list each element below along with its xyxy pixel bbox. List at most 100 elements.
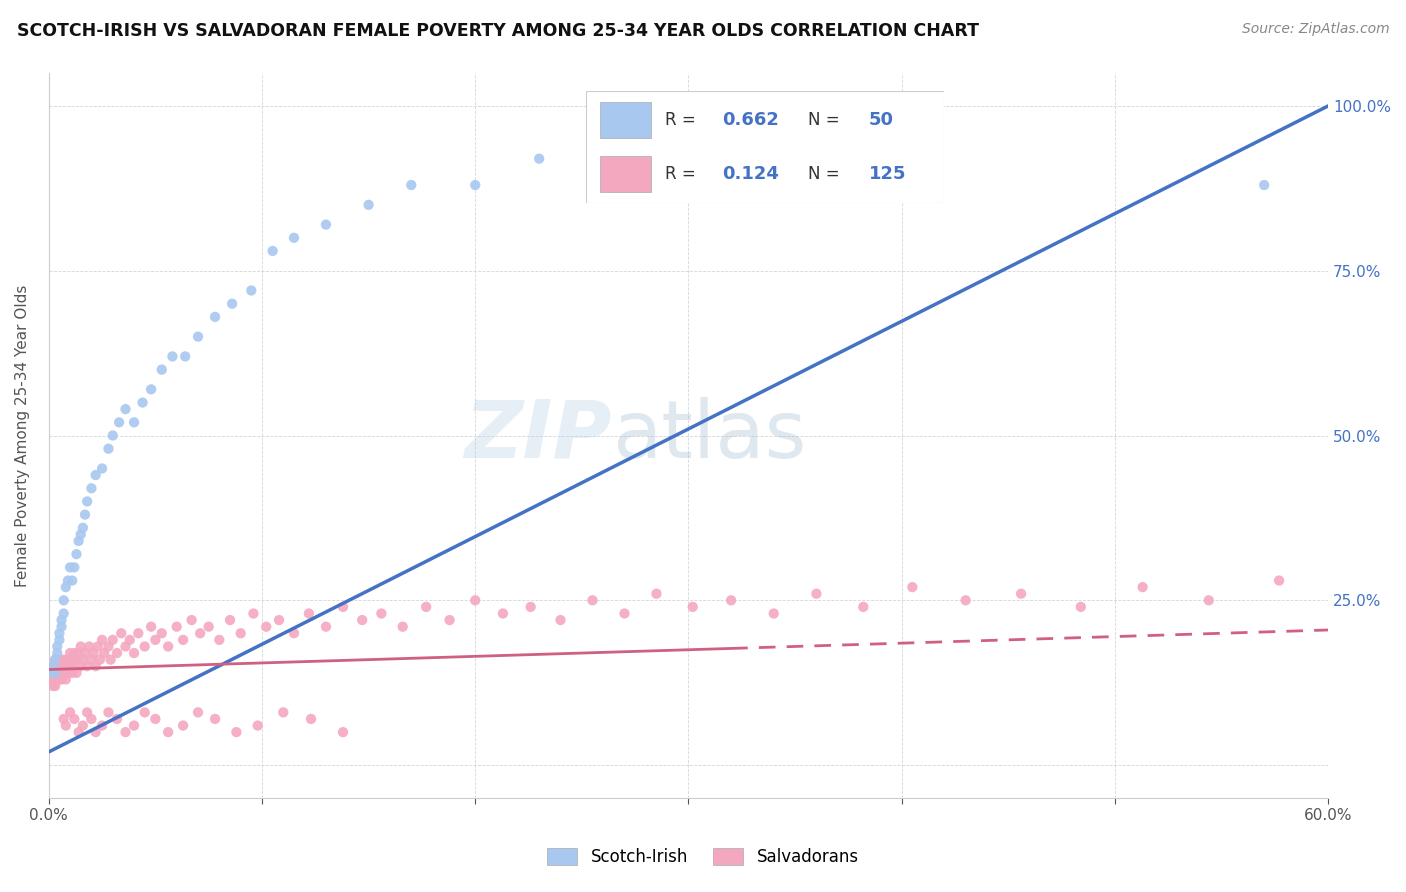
Point xyxy=(56,653,79,667)
Point xyxy=(55,718,77,732)
Point xyxy=(51,673,73,687)
Point xyxy=(55,659,77,673)
Point xyxy=(52,607,75,621)
Text: ZIP: ZIP xyxy=(464,397,612,475)
Point xyxy=(42,679,65,693)
Point xyxy=(131,395,153,409)
Point xyxy=(527,152,550,166)
Point xyxy=(52,653,75,667)
Point xyxy=(1253,178,1275,192)
Point xyxy=(91,461,114,475)
Point xyxy=(157,640,180,654)
Text: SCOTCH-IRISH VS SALVADORAN FEMALE POVERTY AMONG 25-34 YEAR OLDS CORRELATION CHAR: SCOTCH-IRISH VS SALVADORAN FEMALE POVERT… xyxy=(17,22,979,40)
Point xyxy=(59,560,82,574)
Point xyxy=(52,712,75,726)
Point xyxy=(56,665,79,680)
Point xyxy=(44,665,66,680)
Point xyxy=(464,178,486,192)
Point xyxy=(44,659,66,673)
Point xyxy=(72,718,94,732)
Point xyxy=(114,640,136,654)
Point xyxy=(69,527,91,541)
Point xyxy=(59,659,82,673)
Point xyxy=(1268,574,1291,588)
Point xyxy=(114,725,136,739)
Point xyxy=(42,673,65,687)
Point xyxy=(56,574,79,588)
Point xyxy=(39,665,62,680)
Point xyxy=(283,626,305,640)
Point xyxy=(352,613,374,627)
Point xyxy=(87,640,110,654)
Point xyxy=(204,712,226,726)
Point xyxy=(39,665,62,680)
Point xyxy=(76,494,98,508)
Point xyxy=(332,725,354,739)
Point xyxy=(1070,599,1092,614)
Point xyxy=(67,533,90,548)
Point xyxy=(139,620,162,634)
Point xyxy=(108,415,131,429)
Point xyxy=(84,468,107,483)
Point xyxy=(48,653,70,667)
Point xyxy=(262,244,284,258)
Point xyxy=(63,560,86,574)
Point xyxy=(46,659,69,673)
Point xyxy=(246,718,269,732)
Y-axis label: Female Poverty Among 25-34 Year Olds: Female Poverty Among 25-34 Year Olds xyxy=(15,285,30,587)
Point xyxy=(44,665,66,680)
Point xyxy=(139,383,162,397)
Point xyxy=(254,620,277,634)
Point xyxy=(60,665,83,680)
Point xyxy=(84,725,107,739)
Point xyxy=(613,607,636,621)
Point xyxy=(44,679,66,693)
Point xyxy=(101,428,124,442)
Point xyxy=(166,620,188,634)
Point xyxy=(122,646,145,660)
Point xyxy=(60,653,83,667)
Point xyxy=(399,178,422,192)
Point xyxy=(172,718,194,732)
Point xyxy=(240,284,263,298)
Point xyxy=(76,659,98,673)
Point xyxy=(720,593,742,607)
Point xyxy=(69,659,91,673)
Point xyxy=(80,712,103,726)
Point xyxy=(315,218,337,232)
Point xyxy=(464,593,486,607)
Point xyxy=(101,632,124,647)
Point xyxy=(72,521,94,535)
Point xyxy=(59,706,82,720)
Point xyxy=(187,706,209,720)
Point xyxy=(73,508,96,522)
Point xyxy=(225,725,247,739)
Point xyxy=(762,607,785,621)
Point xyxy=(197,620,219,634)
Point xyxy=(439,613,461,627)
Point xyxy=(188,626,211,640)
Point xyxy=(242,607,264,621)
Point xyxy=(187,329,209,343)
Point xyxy=(315,620,337,634)
Point xyxy=(48,632,70,647)
Point xyxy=(42,659,65,673)
Point xyxy=(492,607,515,621)
Point xyxy=(69,640,91,654)
Point xyxy=(283,231,305,245)
Point xyxy=(208,632,231,647)
Point xyxy=(83,646,105,660)
Point xyxy=(39,673,62,687)
Point xyxy=(229,626,252,640)
Point xyxy=(51,659,73,673)
Point xyxy=(44,653,66,667)
Point xyxy=(221,296,243,310)
Point xyxy=(63,712,86,726)
Point xyxy=(955,593,977,607)
Point xyxy=(76,706,98,720)
Point xyxy=(145,632,167,647)
Point xyxy=(110,626,132,640)
Point xyxy=(97,442,120,456)
Point xyxy=(332,599,354,614)
Point xyxy=(852,599,875,614)
